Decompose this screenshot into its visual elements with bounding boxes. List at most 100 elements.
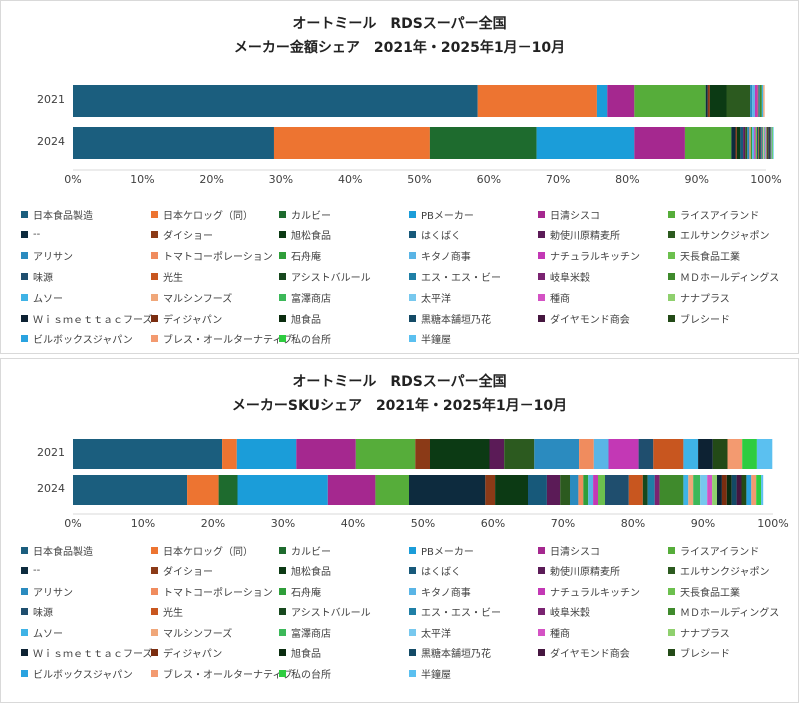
legend-item: Ｗｉｓｍｅｔｔａｃフーズ bbox=[21, 646, 153, 660]
bar-segment bbox=[755, 127, 757, 159]
bar-segment bbox=[750, 127, 753, 159]
legend-item: 日本食品製造 bbox=[21, 543, 93, 558]
bar-segment bbox=[705, 85, 708, 117]
legend-label: はくばく bbox=[421, 231, 461, 243]
bar-segment bbox=[758, 127, 760, 159]
bar-segment bbox=[415, 439, 430, 469]
x-tick-label: 60% bbox=[480, 517, 506, 530]
legend-label: -- bbox=[33, 229, 41, 241]
legend-swatch bbox=[21, 210, 28, 218]
legend-item: 黒糖本舗垣乃花 bbox=[409, 311, 491, 326]
legend-label: 岐阜米穀 bbox=[550, 608, 590, 619]
legend-label: PBメーカー bbox=[421, 546, 474, 558]
legend-label: トマトコーポレーション bbox=[163, 252, 273, 264]
bar-segment bbox=[741, 475, 747, 505]
x-tick-label: 80% bbox=[615, 173, 640, 186]
legend-swatch bbox=[538, 587, 545, 595]
legend-item: はくばく bbox=[409, 228, 461, 242]
legend-item: アリサン bbox=[21, 249, 73, 263]
bar-segment bbox=[766, 127, 768, 159]
legend-label: アリサン bbox=[33, 587, 73, 599]
bar-segment bbox=[756, 475, 762, 505]
bar-segment bbox=[536, 127, 635, 159]
legend-swatch bbox=[538, 546, 545, 554]
legend-label: 旭食品 bbox=[291, 314, 321, 326]
bar-segment bbox=[757, 85, 759, 117]
legend-label: 勅使川原精麦所 bbox=[550, 567, 620, 578]
legend-swatch bbox=[279, 669, 286, 677]
legend-item: 光生 bbox=[151, 269, 183, 284]
legend-swatch bbox=[151, 252, 158, 260]
legend-item: ナチュラルキッチン bbox=[538, 584, 640, 599]
legend-label: -- bbox=[33, 565, 41, 576]
legend-label: カルビー bbox=[291, 210, 331, 222]
legend-label: ビルボックスジャパン bbox=[33, 669, 133, 681]
bar-segment bbox=[688, 475, 694, 505]
legend-item: ブレシード bbox=[668, 646, 730, 660]
legend-label: PBメーカー bbox=[421, 210, 474, 222]
bar-segment bbox=[546, 475, 561, 505]
x-tick-label: 20% bbox=[199, 173, 224, 186]
legend-label: 石舟庵 bbox=[291, 587, 321, 599]
bar-segment bbox=[327, 475, 376, 505]
bar-segment bbox=[593, 439, 609, 469]
bar-segment bbox=[709, 85, 727, 117]
legend-item: 日清シスコ bbox=[538, 543, 600, 558]
bar-segment bbox=[73, 439, 223, 469]
legend-item: 勅使川原精麦所 bbox=[538, 564, 620, 578]
bar-segment bbox=[628, 475, 643, 505]
bar-segment bbox=[762, 127, 764, 159]
bar-segment bbox=[430, 439, 490, 469]
bar-segment bbox=[355, 439, 416, 469]
bar-segment bbox=[756, 439, 773, 469]
legend-swatch bbox=[409, 231, 416, 239]
bar-segment bbox=[743, 127, 746, 159]
legend-item: カルビー bbox=[279, 543, 331, 558]
amount-share-chart: オートミール RDSスーパー全国 メーカー金額シェア 2021年・2025年1月… bbox=[0, 0, 799, 354]
legend-item: 天長食品工業 bbox=[668, 249, 740, 263]
bar-segment bbox=[73, 127, 274, 159]
legend-label: ブレス・オールターナティブ bbox=[163, 669, 293, 681]
bar-segment bbox=[707, 475, 713, 505]
legend-swatch bbox=[668, 628, 675, 636]
legend-label: エルサンクジャポン bbox=[680, 567, 770, 578]
bar-segment bbox=[770, 127, 772, 159]
legend-swatch bbox=[538, 608, 545, 615]
legend-swatch bbox=[151, 546, 158, 554]
legend-swatch bbox=[151, 293, 158, 301]
legend-label: 日本ケロッグ（同） bbox=[163, 546, 253, 558]
bar-segment bbox=[659, 475, 684, 505]
x-tick-label: 10% bbox=[130, 517, 156, 530]
bar-segment bbox=[761, 127, 762, 159]
legend-item: エルサンクジャポン bbox=[668, 228, 770, 242]
bar-segment bbox=[218, 475, 238, 505]
legend-swatch bbox=[409, 293, 416, 301]
legend-label: エルサンクジャポン bbox=[680, 231, 770, 243]
legend-label: 岐阜米穀 bbox=[550, 272, 590, 284]
x-tick-label: 70% bbox=[550, 517, 576, 530]
legend-item: 光生 bbox=[151, 605, 183, 619]
legend-item: 太平洋 bbox=[409, 625, 451, 640]
legend-label: 天長食品工業 bbox=[680, 252, 740, 264]
legend-item: 半鐘屋 bbox=[409, 666, 451, 681]
legend-swatch bbox=[151, 608, 158, 615]
bar-segment bbox=[761, 127, 763, 159]
bar-segment bbox=[683, 475, 689, 505]
legend-swatch bbox=[409, 628, 416, 636]
bar-segment bbox=[588, 475, 594, 505]
bar-segment bbox=[528, 475, 547, 505]
legend-swatch bbox=[279, 252, 286, 260]
legend-item: ブレス・オールターナティブ bbox=[151, 332, 292, 346]
legend-label: ムソー bbox=[33, 293, 63, 305]
bar-segment bbox=[683, 439, 699, 469]
legend-label: キタノ商事 bbox=[421, 587, 471, 599]
legend-swatch bbox=[538, 231, 545, 239]
bar-segment bbox=[746, 475, 752, 505]
category-label: 2021 bbox=[37, 446, 65, 459]
x-tick-label: 20% bbox=[200, 517, 226, 530]
legend-swatch bbox=[21, 272, 28, 280]
legend-item: 半鐘屋 bbox=[409, 332, 451, 346]
legend-label: ムソー bbox=[33, 628, 63, 640]
legend-swatch bbox=[279, 314, 286, 322]
x-tick-label: 0% bbox=[64, 517, 82, 530]
